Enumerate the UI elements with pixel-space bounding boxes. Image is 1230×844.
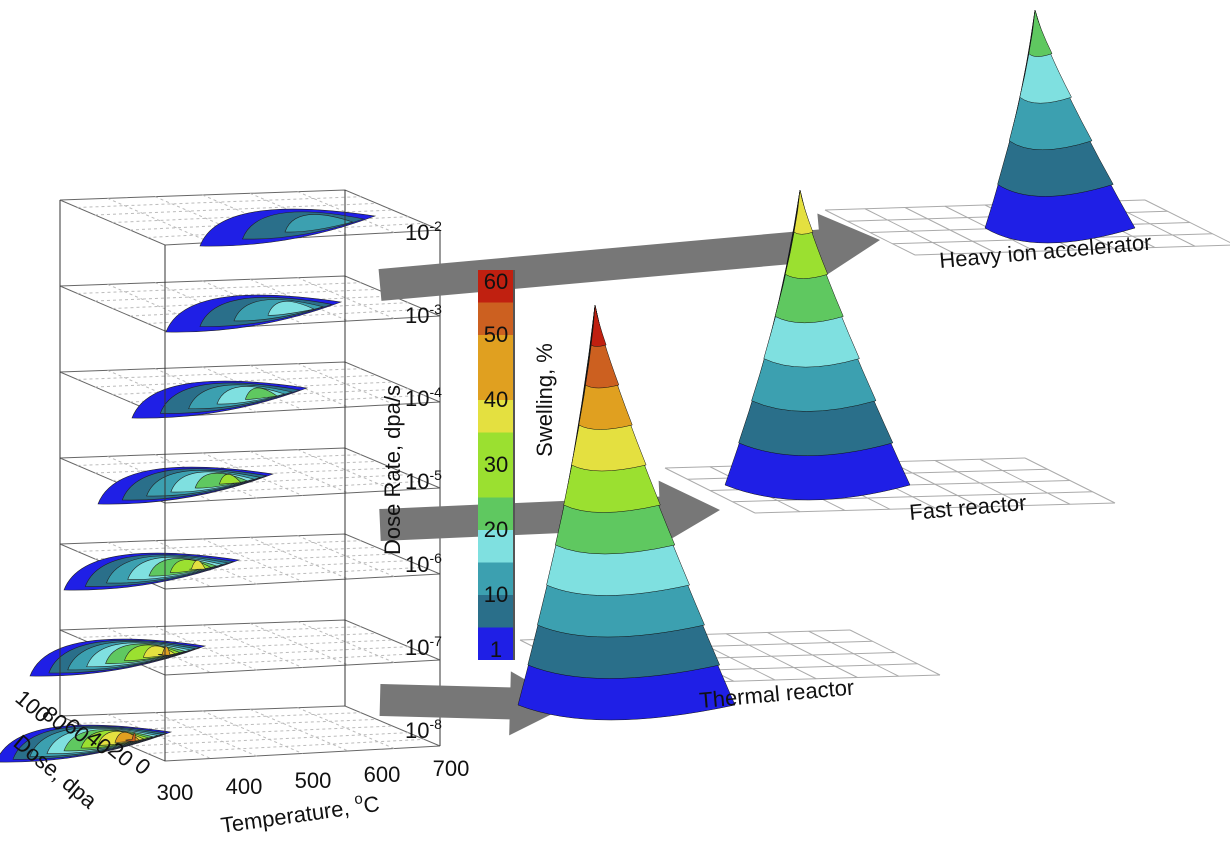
base-grid: [850, 630, 940, 675]
dose-rate-tick-base: 10: [405, 469, 429, 494]
dose-rate-tick-base: 10: [405, 635, 429, 660]
colorbar-tick-label: 10: [484, 582, 508, 607]
dose-rate-tick-label: 10-7: [405, 633, 442, 660]
base-grid: [809, 631, 899, 676]
dose-rate-tick-base: 10: [405, 718, 429, 743]
temperature-tick-label: 700: [433, 756, 470, 781]
dose-rate-tick-exp: -5: [429, 467, 442, 483]
dose-rate-tick-base: 10: [405, 303, 429, 328]
temperature-label-unit: C: [362, 791, 381, 818]
dose-rate-tick-exp: -7: [429, 633, 442, 649]
colorbar-tick-label: 50: [484, 322, 508, 347]
base-grid: [726, 634, 816, 679]
temperature-tick-label: 500: [295, 768, 332, 793]
dose-rate-tick-base: 10: [405, 220, 429, 245]
temperature-tick-label: 600: [364, 762, 401, 787]
dose-rate-tick-exp: -8: [429, 716, 442, 732]
colorbar-tick-label: 20: [484, 517, 508, 542]
regime-label: Fast reactor: [908, 490, 1027, 525]
dose-rate-tick-exp: -4: [429, 384, 442, 400]
dose-rate-label: Dose Rate, dpa/s: [380, 385, 405, 555]
base-grid: [1025, 458, 1115, 503]
dose-rate-tick-label: 10-3: [405, 301, 442, 328]
decoration: [0, 10, 1230, 762]
temperature-tick-label: 300: [157, 780, 194, 805]
figure: Dose Rate, dpa/s Swelling, % Temperature…: [0, 0, 1230, 839]
dose-rate-tick-base: 10: [405, 386, 429, 411]
dose-rate-tick-label: 10-8: [405, 716, 442, 743]
dose-rate-tick-exp: -3: [429, 301, 442, 317]
colorbar-tick-label: 40: [484, 387, 508, 412]
base-grid: [768, 633, 858, 678]
peak-band: [591, 305, 606, 347]
dose-rate-tick-label: 10-5: [405, 467, 442, 494]
temperature-label-text: Temperature,: [219, 794, 357, 838]
dose-rate-tick-exp: -2: [429, 218, 442, 234]
colorbar-tick-label: 1: [490, 637, 502, 662]
peak-band: [1029, 10, 1052, 57]
colorbar-tick-label: 30: [484, 452, 508, 477]
colorbar-tick-label: 60: [484, 269, 508, 294]
dose-rate-tick-base: 10: [405, 552, 429, 577]
temperature-tick-label: 400: [226, 774, 263, 799]
dose-rate-tick-exp: -6: [429, 550, 442, 566]
dose-rate-tick-label: 10-4: [405, 384, 442, 411]
colorbar-label: Swelling, %: [532, 343, 557, 457]
dose-rate-tick-label: 10-2: [405, 218, 442, 245]
